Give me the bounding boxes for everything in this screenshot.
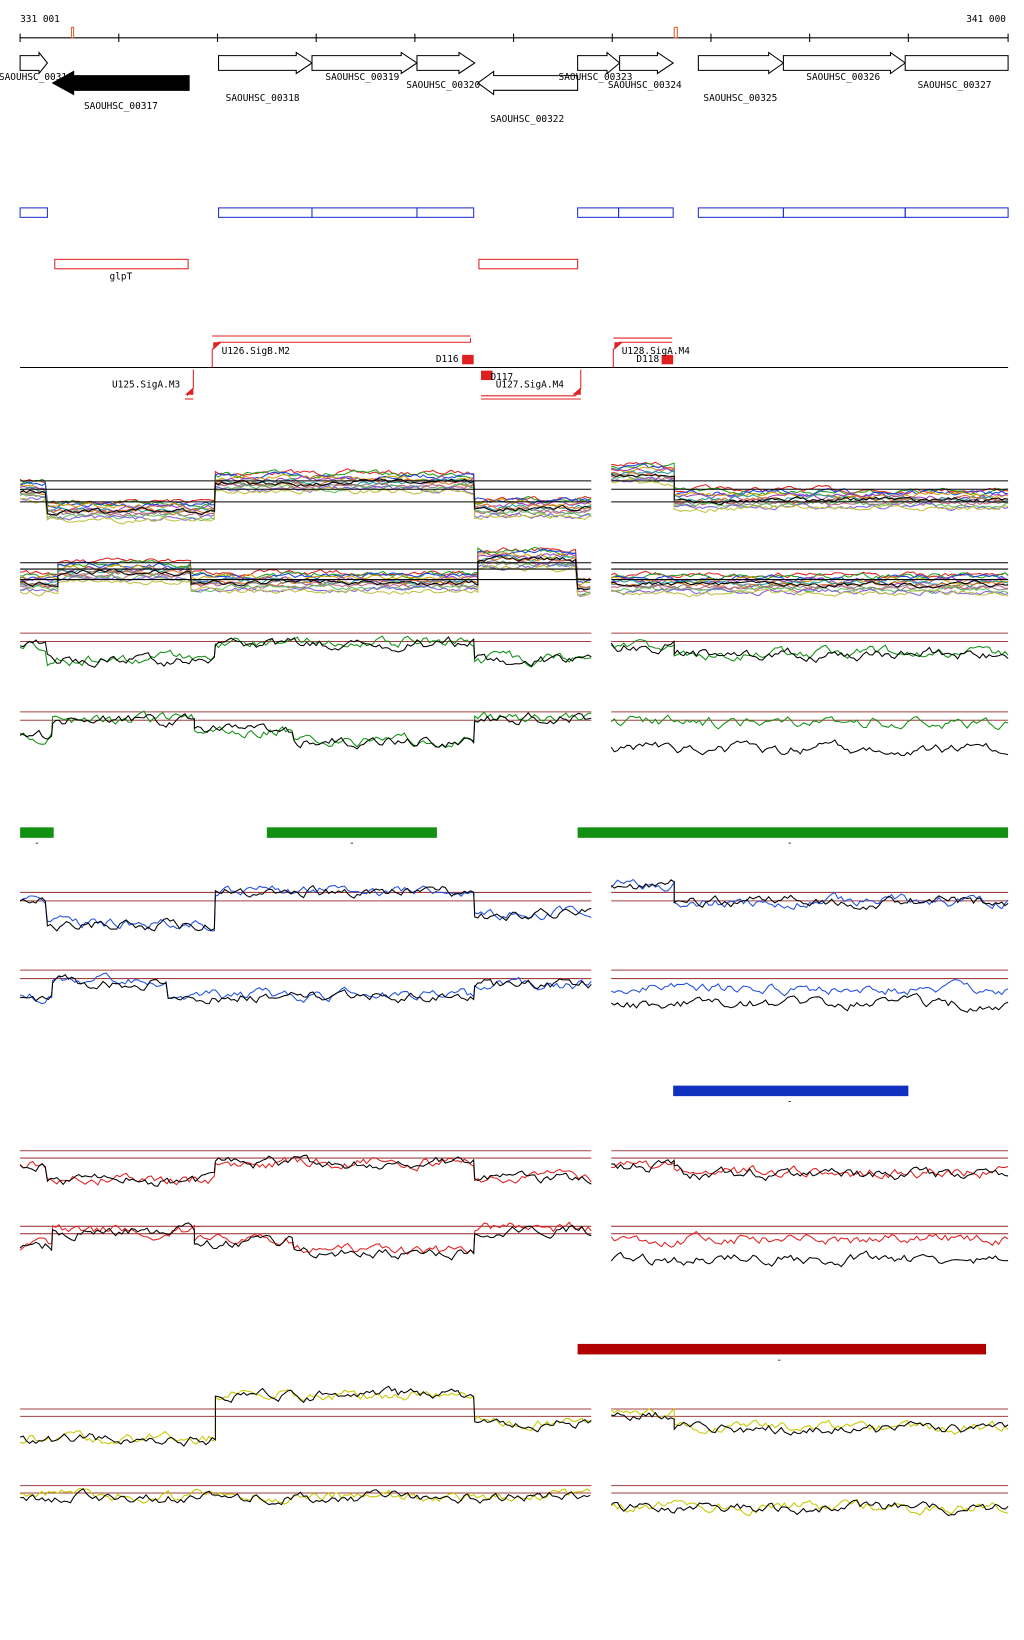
trace <box>20 1487 591 1505</box>
trace <box>19 564 591 597</box>
trace <box>610 473 1009 506</box>
ruler-end: 341 000 <box>966 14 1006 25</box>
promoter-label: U125.SigA.M3 <box>112 379 180 390</box>
trace <box>20 556 591 589</box>
trace <box>20 482 592 518</box>
operon-label: glpT <box>110 271 133 282</box>
trace <box>19 972 592 1005</box>
trace <box>610 570 1009 579</box>
promoter-label: U126.SigB.M2 <box>222 346 290 357</box>
gene-label: SAOUHSC_00323 <box>559 72 633 83</box>
trace <box>611 1411 1009 1436</box>
trace <box>611 585 1009 595</box>
trace <box>611 467 1009 501</box>
gene-label: SAOUHSC_00317 <box>84 101 158 112</box>
expression-traces <box>19 461 1009 1516</box>
trace <box>610 979 1009 997</box>
trace <box>20 562 591 598</box>
promoter-label: U127.SigA.M4 <box>496 379 565 390</box>
trace <box>19 884 592 932</box>
trace <box>20 546 591 583</box>
promoter-label: D116 <box>436 354 459 365</box>
segment-marker: - <box>787 838 793 849</box>
trace <box>19 636 592 668</box>
trace <box>19 1385 592 1447</box>
gene-label: SAOUHSC_00327 <box>918 80 992 91</box>
segment-marker: - <box>787 1097 793 1108</box>
segment-bars <box>20 827 1009 1355</box>
gene-label: SAOUHSC_00326 <box>806 72 880 83</box>
gene-label: SAOUHSC_00324 <box>608 80 682 91</box>
segment-marker: - <box>349 838 355 849</box>
trace <box>610 1499 1009 1516</box>
trace <box>610 1408 1009 1435</box>
trace <box>19 1222 592 1261</box>
trace <box>610 1230 1009 1248</box>
trace <box>611 589 1009 598</box>
trace <box>20 486 592 525</box>
ruler-start: 331 001 <box>20 14 60 25</box>
segment-marker: - <box>34 838 40 849</box>
trace <box>611 1159 1009 1182</box>
trace <box>19 711 592 750</box>
promoter-label: U128.SigA.M4 <box>622 346 691 357</box>
gene-label: SAOUHSC_00325 <box>703 93 777 104</box>
trace <box>19 635 592 668</box>
trace <box>610 640 1009 664</box>
trace <box>611 572 1009 580</box>
trace <box>610 739 1009 757</box>
gene-arrows <box>19 51 1009 96</box>
trace <box>610 579 1009 588</box>
gene-label: SAOUHSC_00322 <box>490 114 564 125</box>
trace <box>610 478 1009 514</box>
gene-label: SAOUHSC_00320 <box>406 80 480 91</box>
trace <box>19 1155 592 1186</box>
operon-boxes <box>54 258 579 270</box>
trace <box>610 1250 1009 1268</box>
trace <box>20 548 591 584</box>
cds-boxes <box>19 207 1009 218</box>
promoter-label: D118 <box>636 354 659 365</box>
trace <box>20 974 592 1005</box>
trace <box>611 579 1009 589</box>
trace <box>610 878 1009 910</box>
trace <box>611 1160 1009 1180</box>
ruler-marks <box>71 26 678 39</box>
trace <box>610 993 1009 1013</box>
trace <box>20 560 591 591</box>
trace <box>610 714 1009 731</box>
trace <box>19 474 592 511</box>
gene-label: SAOUHSC_00318 <box>226 93 300 104</box>
gene-label: SAOUHSC_00319 <box>325 72 399 83</box>
gene-label: SAOUHSC_00316 <box>0 72 73 83</box>
trace <box>20 1487 591 1506</box>
promoter-label: D117 <box>490 372 513 383</box>
ruler-ticks <box>19 33 1009 42</box>
trace <box>19 478 592 516</box>
trace <box>19 1221 592 1255</box>
trace <box>19 485 592 521</box>
trace <box>610 638 1009 662</box>
trace <box>19 885 592 932</box>
segment-marker: - <box>776 1355 782 1366</box>
trace <box>611 1498 1009 1516</box>
trace <box>610 879 1009 911</box>
trace <box>19 468 592 506</box>
trace <box>19 1154 592 1187</box>
trace <box>611 575 1009 585</box>
trace <box>19 710 592 749</box>
trace <box>611 463 1009 498</box>
